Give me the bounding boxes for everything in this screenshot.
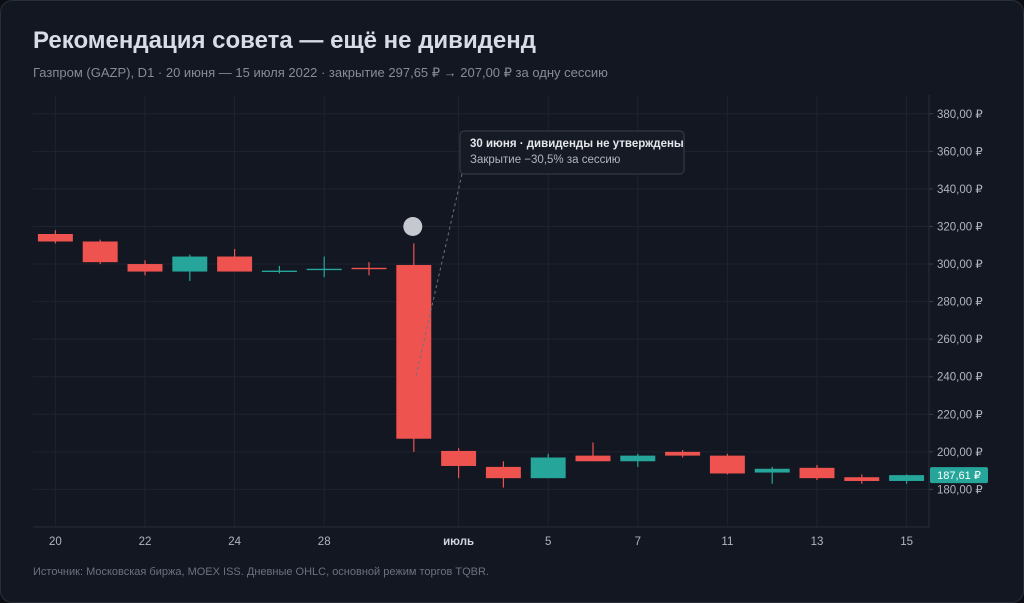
annotation-layer: 30 июня · дивиденды не утверждены Закрыти… <box>403 130 988 484</box>
y-tick-label: 340,00 ₽ <box>937 184 983 196</box>
candle-body <box>575 455 611 462</box>
candle <box>620 453 656 467</box>
last-price-badge <box>930 467 988 484</box>
candle-body <box>37 233 73 242</box>
axes: 180,00 ₽ 200,00 ₽ 220,00 ₽ 240,00 ₽ 260,00 ₽… <box>33 95 983 548</box>
x-tick-label: июль <box>443 536 474 548</box>
candle-body <box>261 270 297 273</box>
candle-body <box>530 457 566 479</box>
candle <box>441 448 477 479</box>
candles <box>37 230 925 488</box>
candle <box>754 466 790 484</box>
candle-body <box>441 450 477 466</box>
x-tick-label: 7 <box>635 536 641 548</box>
y-tick-label: 280,00 ₽ <box>937 297 983 309</box>
candle <box>82 239 118 265</box>
candle-body <box>485 466 521 479</box>
candle <box>799 465 835 481</box>
annotation-box <box>459 130 685 175</box>
y-tick-label: 180,00 ₽ <box>937 484 983 496</box>
x-tick-label: 22 <box>139 536 152 548</box>
candle-body <box>127 264 163 272</box>
candle <box>665 449 701 458</box>
candle-body <box>396 264 432 439</box>
candle <box>172 254 208 281</box>
candle <box>575 442 611 462</box>
annotation-title: 30 июня · дивиденды не утверждены <box>470 138 684 150</box>
candle-body <box>82 241 118 263</box>
candle-body <box>172 256 208 272</box>
x-tick-label: 11 <box>721 536 733 548</box>
y-tick-label: 320,00 ₽ <box>937 221 983 233</box>
chart-subtitle: Газпром (GAZP), D1 · 20 июня — 15 июля 2… <box>33 65 608 80</box>
x-tick-label: 5 <box>545 536 551 548</box>
y-tick-label: 200,00 ₽ <box>937 447 983 459</box>
candle <box>217 249 253 272</box>
event-marker <box>403 216 423 236</box>
candle <box>37 230 73 244</box>
x-tick-label: 15 <box>900 536 913 548</box>
candle-body <box>217 256 253 272</box>
candle <box>530 453 566 479</box>
candle <box>844 474 880 484</box>
y-tick-label: 360,00 ₽ <box>937 146 983 158</box>
y-tick-label: 300,00 ₽ <box>937 259 983 271</box>
candle-body <box>754 468 790 473</box>
candle-body <box>889 475 925 481</box>
x-tick-label: 24 <box>228 536 241 548</box>
candle <box>261 265 297 274</box>
candle-body <box>306 268 342 271</box>
y-tick-label: 220,00 ₽ <box>937 409 983 421</box>
candle-body <box>799 467 835 479</box>
candle-body <box>709 455 745 474</box>
candle-body <box>351 267 387 270</box>
y-tick-label: 380,00 ₽ <box>937 109 983 121</box>
y-tick-label: 260,00 ₽ <box>937 334 983 346</box>
candle <box>709 453 745 475</box>
x-tick-label: 13 <box>811 536 824 548</box>
candle <box>396 243 432 452</box>
x-tick-label: 28 <box>318 536 331 548</box>
candle <box>306 256 342 278</box>
grid-lines <box>33 95 929 527</box>
last-price-label: 187,61 ₽ <box>937 470 981 482</box>
annotation-leader <box>415 173 463 377</box>
candle-body <box>620 455 656 462</box>
candle-body <box>665 451 701 456</box>
candle <box>485 461 521 488</box>
candle <box>351 262 387 276</box>
candle <box>889 474 925 484</box>
candle-body <box>844 477 880 481</box>
page-title: Рекомендация совета — ещё не дивиденд <box>33 27 537 54</box>
source-note: Источник: Московская биржа, MOEX ISS. Дн… <box>33 566 490 578</box>
candle <box>127 260 163 276</box>
y-tick-label: 240,00 ₽ <box>937 372 983 384</box>
x-tick-label: 20 <box>49 536 62 548</box>
annotation-text: Закрытие −30,5% за сессию <box>470 154 621 166</box>
